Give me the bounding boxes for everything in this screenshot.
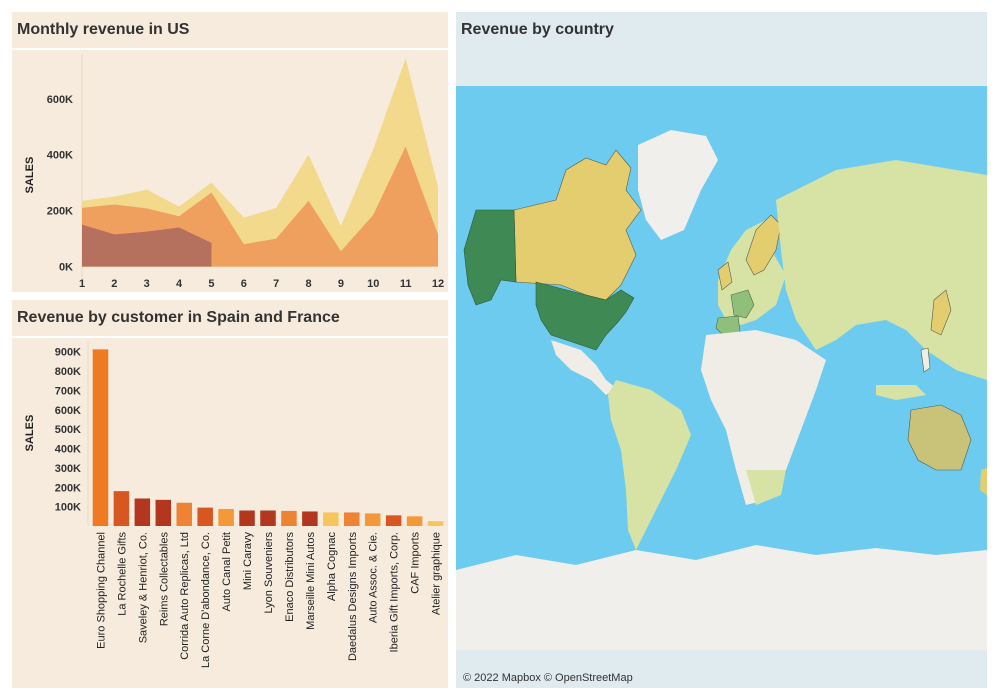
canada-shape (513, 149, 642, 301)
customer-bar[interactable] (302, 511, 318, 526)
customer-label: La Rochelle Gifts (116, 532, 128, 616)
japan-shape (930, 289, 952, 336)
us-x-tick-label: 10 (367, 278, 379, 290)
us-x-tick-label: 3 (144, 278, 150, 290)
customer-label: La Corne D'abondance, Co. (200, 532, 212, 668)
antarctica-shape (456, 545, 987, 650)
us-x-tick-label: 6 (241, 278, 247, 290)
us-y-tick-label: 0K (59, 262, 73, 274)
map-top-band (456, 50, 987, 86)
customer-label: Auto Assoc. & Cie. (368, 532, 380, 623)
us-x-tick-label: 12 (432, 278, 444, 290)
customer-label: Mini Caravy (242, 532, 254, 591)
map-area[interactable]: © 2022 Mapbox © OpenStreetMap (456, 50, 987, 688)
us-revenue-title: Monthly revenue in US (12, 12, 448, 48)
bar-y-axis-title: SALES (24, 415, 36, 452)
customer-label: Auto Canal Petit (221, 532, 233, 612)
usa-shape (535, 281, 635, 351)
customer-revenue-chart: 100K 200K 300K 400K 500K 600K 700K 800K 900K Euro… (24, 342, 444, 668)
bar-y-tick-label: 500K (55, 424, 81, 436)
us-x-tick-label: 7 (273, 278, 279, 290)
bar-y-tick-label: 300K (55, 463, 81, 475)
africa-shape (701, 330, 826, 505)
australia-shape (907, 404, 972, 471)
us-x-tick-label: 5 (208, 278, 214, 290)
map-panel: Revenue by country (456, 12, 987, 688)
customer-bar[interactable] (281, 510, 297, 526)
us-x-tick-label: 9 (338, 278, 344, 290)
customer-label: Marseille Mini Autos (305, 532, 317, 630)
us-revenue-chart-area: 0K 200K 400K 600K 1 2 3 4 5 6 7 8 9 10 11 12 SALES (12, 50, 448, 292)
customer-label: Atelier graphique (431, 532, 443, 615)
customer-label: Enaco Distributors (284, 532, 296, 622)
bar-y-tick-label: 600K (55, 405, 81, 417)
france-shape (730, 289, 755, 319)
us-y-tick-label: 400K (47, 150, 73, 162)
south-america-shape (608, 380, 691, 550)
customer-label: Daedalus Designs Imports (347, 532, 359, 662)
customer-label: Reims Collectables (158, 532, 170, 627)
customer-bar[interactable] (239, 510, 255, 526)
customer-bar[interactable] (218, 508, 234, 526)
us-x-tick-label: 1 (79, 278, 85, 290)
us-area-series-3[interactable] (82, 224, 212, 267)
customer-bar[interactable] (260, 510, 276, 526)
greenland-shape (638, 130, 718, 240)
customer-bar[interactable] (92, 349, 109, 526)
customer-bar[interactable] (113, 491, 130, 526)
us-y-tick-label: 200K (47, 206, 73, 218)
customer-revenue-title: Revenue by customer in Spain and France (12, 300, 448, 336)
map-title: Revenue by country (456, 12, 987, 48)
us-y-axis-title: SALES (24, 157, 36, 194)
us-y-tick-label: 600K (47, 94, 73, 106)
us-x-tick-label: 8 (305, 278, 311, 290)
bar-y-tick-label: 400K (55, 444, 81, 456)
customer-bar[interactable] (323, 512, 339, 526)
customer-bar[interactable] (134, 498, 151, 526)
map-bottom-band (456, 650, 987, 688)
customer-label: Saveley & Henriot, Co. (137, 532, 149, 643)
customer-label: Alpha Cognac (326, 532, 338, 602)
customer-label: CAF Imports (410, 532, 422, 594)
customer-label: Euro Shopping Channel (95, 532, 107, 649)
customer-label: Lyon Souveniers (263, 532, 275, 614)
bar-y-tick-label: 700K (55, 385, 81, 397)
uk-shape (717, 261, 733, 291)
south-africa-shape (746, 470, 786, 505)
bar-y-tick-label: 100K (55, 502, 81, 514)
indonesia-shape (876, 385, 926, 400)
new-zealand-shape (980, 468, 987, 495)
customer-label: Corrida Auto Replicas, Ltd (179, 532, 191, 660)
us-x-tick-label: 4 (176, 278, 183, 290)
customer-bar[interactable] (197, 507, 213, 526)
customer-bar[interactable] (427, 521, 444, 526)
alaska-shape (463, 209, 517, 306)
customer-bar[interactable] (364, 513, 381, 526)
customer-revenue-panel: Revenue by customer in Spain and France … (12, 300, 448, 688)
customer-bar[interactable] (155, 499, 172, 526)
customer-label: Iberia Gift Imports, Corp. (389, 532, 401, 652)
customer-bar[interactable] (344, 512, 360, 526)
map-credit: © 2022 Mapbox © OpenStreetMap (463, 672, 633, 684)
customer-bar[interactable] (385, 515, 402, 526)
us-x-tick-label: 2 (111, 278, 117, 290)
scandinavia-shape (745, 214, 782, 276)
customer-revenue-chart-area: 100K 200K 300K 400K 500K 600K 700K 800K 900K Euro… (12, 338, 448, 688)
customer-bar[interactable] (406, 516, 423, 526)
bar-y-tick-label: 800K (55, 366, 81, 378)
central-america-shape (551, 340, 616, 395)
customer-bar[interactable] (176, 502, 192, 526)
us-x-tick-label: 11 (400, 278, 412, 290)
bar-y-tick-label: 200K (55, 482, 81, 494)
us-revenue-panel: Monthly revenue in US 0K 200K 400K 600K 1 2 3 4… (12, 12, 448, 292)
philippines-shape (920, 347, 931, 373)
bar-y-tick-label: 900K (55, 347, 81, 359)
world-map[interactable]: © 2022 Mapbox © OpenStreetMap (456, 50, 987, 688)
